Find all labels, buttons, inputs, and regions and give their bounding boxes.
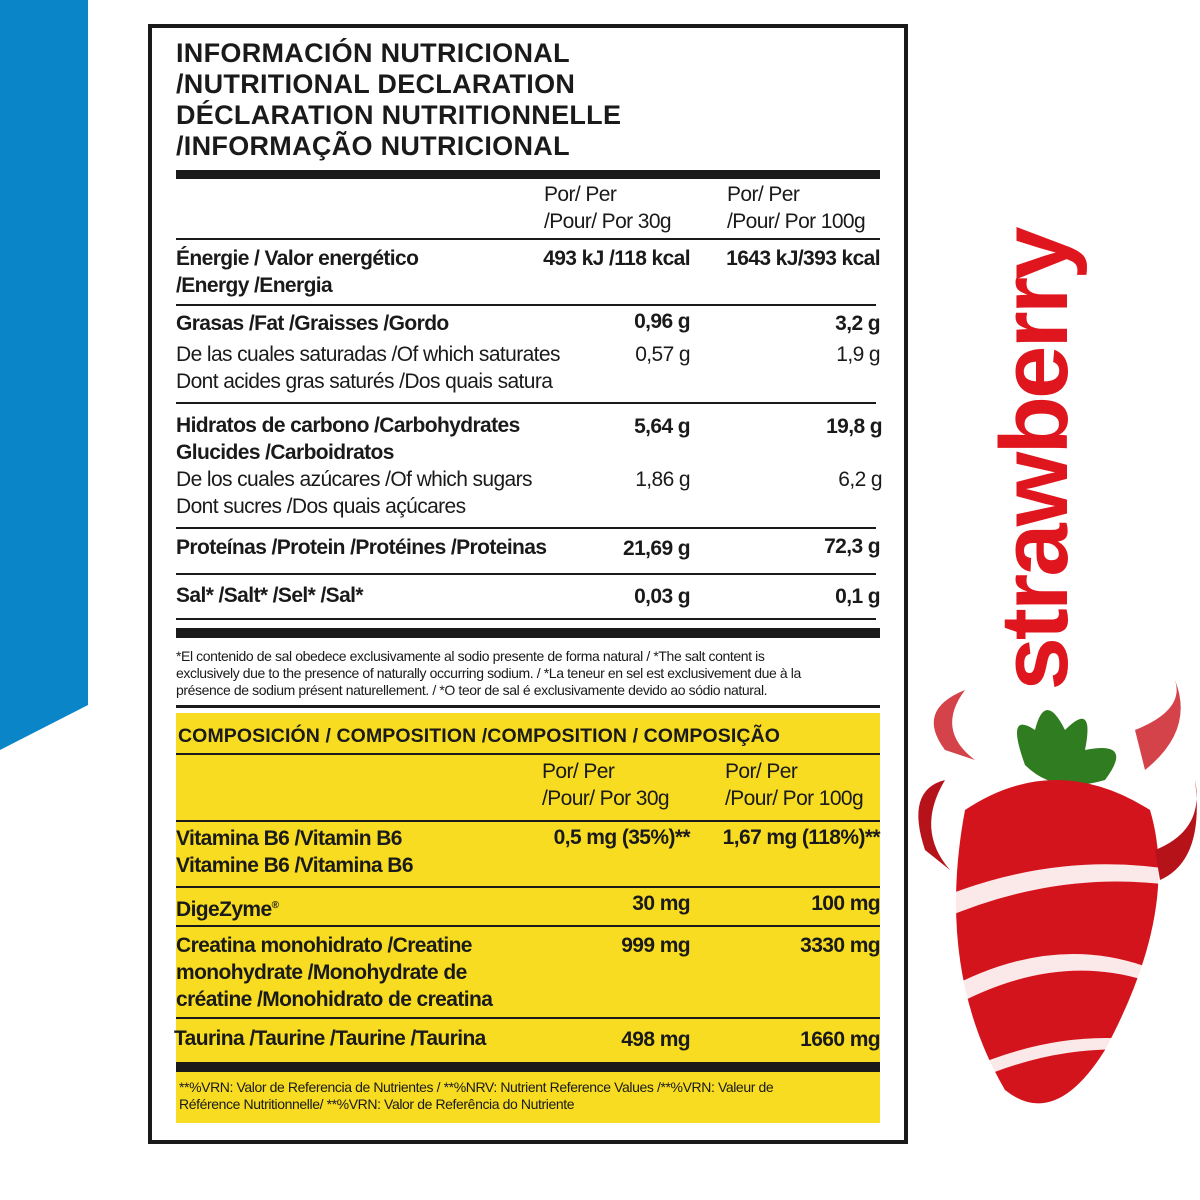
flavor-label: strawberry (981, 229, 1088, 691)
creatine-30g: 999 mg (621, 934, 690, 957)
digezyme-30g: 30 mg (632, 892, 690, 915)
sugars-label: De los cuales azúcares /Of which sugars D… (176, 468, 533, 518)
creatine-label: Creatina monohidrato /Creatine monohydrat… (176, 934, 493, 1011)
protein-label: Proteínas /Protein /Protéines /Proteinas (176, 536, 547, 559)
vrn-note: **%VRN: Valor de Referencia de Nutriente… (179, 1079, 774, 1112)
salt-100g: 0,1 g (835, 585, 880, 608)
creatine-100g: 3330 mg (800, 934, 880, 957)
digezyme-100g: 100 mg (811, 892, 880, 915)
divider (176, 628, 880, 638)
fat-30g: 0,96 g (634, 310, 691, 333)
taurine-100g: 1660 mg (800, 1028, 880, 1051)
divider (176, 1017, 880, 1019)
comp-header-100g: Por/ Per/Pour/ Por 100g (725, 760, 864, 810)
divider (176, 705, 880, 708)
fat-100g: 3,2 g (835, 312, 880, 335)
label-frame (148, 24, 908, 1144)
label-title: INFORMACIÓN NUTRICIONAL /NUTRITIONAL DEC… (176, 38, 621, 162)
divider (176, 527, 876, 529)
divider (176, 238, 880, 240)
taurine-30g: 498 mg (621, 1028, 690, 1051)
b6-label: Vitamina B6 /Vitamin B6 Vitamine B6 /Vita… (176, 827, 414, 877)
divider (176, 402, 876, 404)
divider (176, 304, 876, 306)
strawberry-image (918, 680, 1197, 1104)
taurine-label: Taurina /Taurine /Taurine /Taurina (174, 1027, 486, 1050)
divider (176, 170, 880, 179)
divider (176, 886, 880, 888)
title-line: /NUTRITIONAL DECLARATION (176, 69, 576, 99)
salt-note: *El contenido de sal obedece exclusivame… (176, 648, 801, 698)
saturates-label: De las cuales saturadas /Of which satura… (176, 343, 561, 393)
title-line: /INFORMAÇÃO NUTRICIONAL (176, 131, 570, 161)
header-30g: Por/ Per/Pour/ Por 30g (544, 183, 672, 233)
protein-30g: 21,69 g (622, 537, 691, 560)
saturates-100g: 1,9 g (836, 343, 880, 366)
divider (176, 573, 876, 575)
energy-30g: 493 kJ /118 kcal (543, 247, 690, 270)
composition-panel (176, 713, 880, 1123)
protein-100g: 72,3 g (824, 535, 881, 558)
divider (176, 618, 876, 620)
divider (176, 1062, 880, 1072)
divider (176, 820, 880, 822)
sugars-30g: 1,86 g (635, 468, 690, 491)
divider (176, 753, 880, 755)
digezyme-label: DigeZyme® (176, 898, 279, 921)
salt-30g: 0,03 g (634, 585, 691, 608)
blue-decoration (0, 0, 88, 750)
carbs-100g: 19,8 g (826, 415, 883, 438)
divider (176, 925, 880, 927)
fat-label: Grasas /Fat /Graisses /Gordo (176, 312, 449, 335)
comp-header-30g: Por/ Per/Pour/ Por 30g (542, 760, 670, 810)
salt-label: Sal* /Salt* /Sel* /Sal* (176, 584, 364, 607)
saturates-30g: 0,57 g (635, 343, 690, 366)
energy-label: Énergie / Valor energético/Energy /Energ… (176, 247, 419, 297)
b6-100g: 1,67 mg (118%)** (722, 826, 881, 849)
composition-title: COMPOSICIÓN / COMPOSITION /COMPOSITION /… (178, 725, 781, 747)
sugars-100g: 6,2 g (838, 468, 882, 491)
carbs-label: Hidratos de carbono /Carbohydrates Glucid… (176, 414, 520, 464)
title-line: INFORMACIÓN NUTRICIONAL (176, 38, 570, 68)
title-line: DÉCLARATION NUTRITIONNELLE (176, 100, 622, 130)
carbs-30g: 5,64 g (634, 415, 691, 438)
b6-30g: 0,5 mg (35%)** (553, 826, 691, 849)
energy-100g: 1643 kJ/393 kcal (726, 247, 880, 270)
header-100g: Por/ Per/Pour/ Por 100g (727, 183, 866, 233)
